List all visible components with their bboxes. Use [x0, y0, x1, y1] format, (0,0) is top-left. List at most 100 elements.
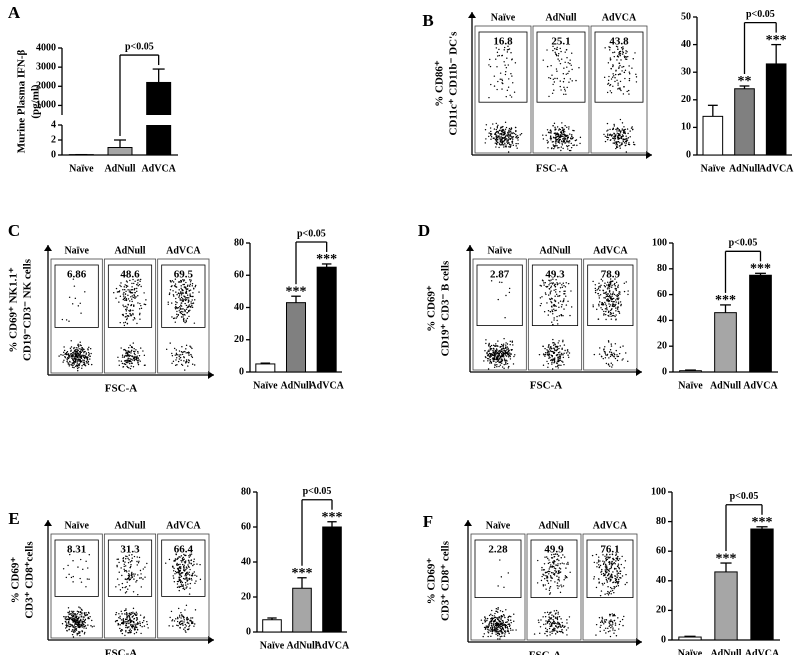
dot	[58, 355, 59, 356]
dot	[181, 289, 182, 290]
dot	[487, 355, 488, 356]
dot	[555, 137, 556, 138]
dot	[623, 66, 624, 67]
dot	[496, 131, 497, 132]
dot	[554, 570, 555, 571]
dot	[611, 593, 612, 594]
dot	[613, 559, 614, 560]
dot	[509, 144, 510, 145]
dot	[566, 49, 567, 50]
dot	[133, 319, 134, 320]
dot	[495, 135, 496, 136]
dot	[568, 142, 569, 143]
dot	[504, 624, 505, 625]
dot	[486, 626, 487, 627]
dot	[615, 555, 616, 556]
dot	[628, 137, 629, 138]
dot	[605, 314, 606, 315]
dot	[172, 280, 173, 281]
dot	[182, 311, 183, 312]
dot	[629, 130, 630, 131]
dot	[552, 93, 553, 94]
dot	[139, 281, 140, 282]
dot	[608, 288, 609, 289]
dot	[508, 349, 509, 350]
dot	[605, 303, 606, 304]
dot	[608, 631, 609, 632]
dot	[618, 293, 619, 294]
dot	[75, 356, 76, 357]
dot	[484, 619, 485, 620]
dot	[75, 358, 76, 359]
dot	[484, 627, 485, 628]
dot	[181, 555, 182, 556]
dot	[174, 560, 175, 561]
dots	[481, 559, 517, 639]
dot	[497, 638, 498, 639]
dot	[132, 616, 133, 617]
dot	[617, 573, 618, 574]
dot	[547, 558, 548, 559]
dot	[563, 585, 564, 586]
dot	[140, 614, 141, 615]
dot	[601, 279, 602, 280]
dot	[507, 134, 508, 135]
dot	[554, 310, 555, 311]
dot	[79, 360, 80, 361]
dot	[549, 587, 550, 588]
dot	[553, 563, 554, 564]
dot	[496, 622, 497, 623]
dot	[601, 571, 602, 572]
dot	[129, 574, 130, 575]
dot	[549, 628, 550, 629]
dot	[188, 316, 189, 317]
dot	[499, 559, 500, 560]
dot	[178, 586, 179, 587]
dot	[606, 130, 607, 131]
dot	[171, 363, 172, 364]
dot	[620, 90, 621, 91]
dot	[616, 350, 617, 351]
dot	[123, 560, 124, 561]
dot	[559, 567, 560, 568]
dot	[487, 350, 488, 351]
dot	[557, 616, 558, 617]
dot	[145, 299, 146, 300]
dot	[130, 632, 131, 633]
dot	[549, 568, 550, 569]
dot	[552, 141, 553, 142]
dot	[568, 126, 569, 127]
dot	[553, 352, 554, 353]
dot	[550, 347, 551, 348]
dot	[497, 631, 498, 632]
dot	[560, 584, 561, 585]
dot	[614, 278, 615, 279]
dot	[540, 305, 541, 306]
dot	[177, 307, 178, 308]
dot	[78, 364, 79, 365]
dot	[131, 612, 132, 613]
dot	[601, 569, 602, 570]
dot	[182, 354, 183, 355]
dot	[521, 133, 522, 134]
dot	[594, 354, 595, 355]
dot	[505, 350, 506, 351]
dot	[510, 52, 511, 53]
dot	[559, 616, 560, 617]
dot	[566, 57, 567, 58]
dot	[598, 556, 599, 557]
dot	[578, 67, 579, 68]
dot	[499, 358, 500, 359]
dot	[88, 364, 89, 365]
dot	[563, 308, 564, 309]
dot	[73, 367, 74, 368]
dot	[136, 613, 137, 614]
dot	[617, 144, 618, 145]
dot	[560, 618, 561, 619]
dot	[501, 344, 502, 345]
dot	[119, 365, 120, 366]
dot	[561, 143, 562, 144]
dot	[559, 351, 560, 352]
dot	[618, 585, 619, 586]
dot	[185, 624, 186, 625]
